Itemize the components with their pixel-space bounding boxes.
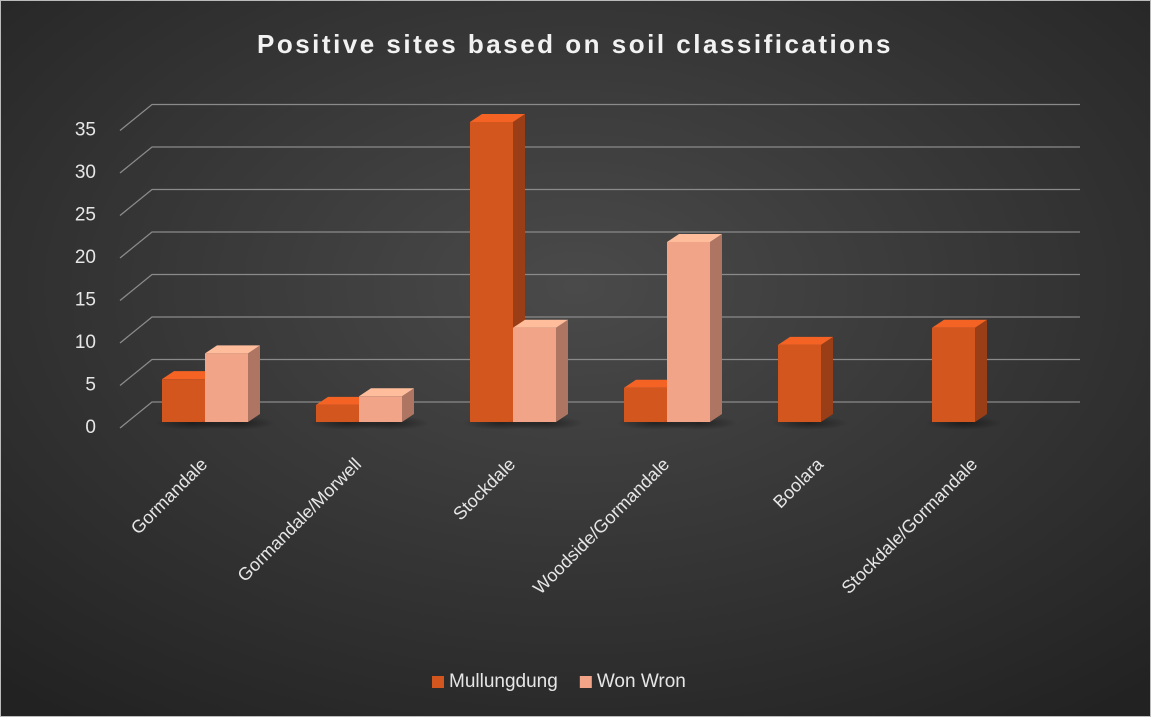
bar-front (359, 396, 402, 422)
y-tick-label: 10 (75, 332, 96, 353)
bar-front (470, 122, 513, 422)
bar-front (932, 327, 975, 422)
bar (462, 114, 541, 430)
grid-line (119, 103, 1080, 132)
grid-line (119, 273, 1080, 302)
grid-line (119, 231, 1080, 259)
bar-front (205, 353, 248, 422)
y-tick-label: 30 (75, 162, 96, 183)
bar (770, 336, 849, 430)
bar-top (162, 371, 217, 380)
grid-line (119, 401, 1080, 429)
bar (659, 234, 738, 430)
y-tick-label: 35 (75, 120, 96, 141)
bar-front (513, 327, 556, 422)
y-tick-label: 5 (85, 375, 96, 396)
bar-front (778, 344, 821, 422)
chart-title: Positive sites based on soil classificat… (257, 29, 893, 59)
bar-top (470, 114, 525, 122)
bar-side (821, 336, 833, 422)
bar (351, 388, 430, 430)
bar (197, 345, 276, 430)
bar-side (975, 319, 987, 422)
legend-label: Mullungdung (449, 671, 558, 692)
bar-top (316, 396, 371, 405)
bar-side (556, 319, 568, 422)
bar-top (667, 234, 722, 242)
bar-front (667, 242, 710, 422)
legend-item: Mullungdung (432, 671, 558, 692)
y-tick-label: 0 (85, 417, 96, 438)
grid-line (119, 358, 1080, 387)
bar-top (513, 319, 568, 328)
y-tick-label: 25 (75, 205, 96, 226)
legend-swatch (579, 676, 592, 688)
bar-top (932, 319, 987, 328)
bar-front (624, 387, 667, 422)
bar-top (359, 388, 414, 397)
bar (505, 319, 584, 430)
legend-swatch (432, 676, 444, 688)
grid-line (119, 316, 1080, 344)
bar-side (248, 345, 260, 422)
bar-side (710, 234, 722, 422)
y-tick-label: 20 (75, 247, 96, 268)
bar-side (402, 388, 414, 422)
bar-top (205, 345, 260, 354)
legend-label: Won Wron (597, 671, 686, 692)
bar-front (162, 379, 205, 422)
y-tick-label: 15 (75, 290, 96, 311)
grid-line (119, 188, 1080, 217)
grid-line (119, 146, 1080, 174)
bar-top (778, 336, 833, 345)
legend-item: Won Wron (579, 671, 686, 692)
bar-top (624, 379, 679, 388)
bar-front (316, 404, 359, 422)
bar (924, 319, 1003, 430)
